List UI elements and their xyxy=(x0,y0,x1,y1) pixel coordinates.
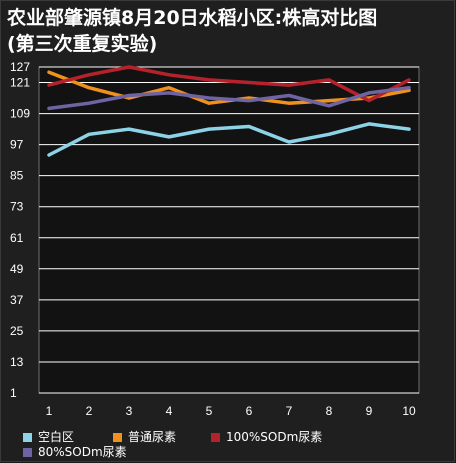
y-tick-label-49: 49 xyxy=(10,262,24,276)
legend-item-4: 80%SODm尿素 xyxy=(23,445,127,459)
legend-item-1: 空白区 xyxy=(23,430,74,444)
plot-area xyxy=(38,66,420,394)
legend-swatch-1 xyxy=(23,433,32,442)
legend: 空白区 普通尿素 100%SODm尿素 80%SODm尿素 xyxy=(23,429,443,463)
y-tick-label-73: 73 xyxy=(10,200,24,214)
y-tick-label-121: 121 xyxy=(10,76,30,90)
legend-item-3: 100%SODm尿素 xyxy=(211,430,322,444)
x-axis-ticks: 1 2 3 4 5 6 7 8 9 10 xyxy=(46,404,416,418)
x-tick-label-5: 5 xyxy=(206,404,213,418)
x-tick-label-1: 1 xyxy=(46,404,53,418)
legend-label-2: 普通尿素 xyxy=(128,430,177,444)
y-tick-label-61: 61 xyxy=(10,231,24,245)
series-line-4 xyxy=(47,85,411,111)
legend-item-2: 普通尿素 xyxy=(113,430,176,444)
x-tick-label-8: 8 xyxy=(326,404,333,418)
legend-label-3: 100%SODm尿素 xyxy=(226,430,323,444)
y-tick-label-109: 109 xyxy=(10,107,30,121)
legend-swatch-3 xyxy=(211,433,220,442)
legend-label-4: 80%SODm尿素 xyxy=(38,445,127,459)
y-tick-label-127: 127 xyxy=(10,60,30,74)
line-chart: 1 13 25 37 49 61 73 85 97 109 121 127 1 2 3 4 5 6 7 8 9 10 xyxy=(10,60,420,418)
x-tick-label-10: 10 xyxy=(402,404,416,418)
y-tick-label-25: 25 xyxy=(10,324,24,338)
x-tick-label-4: 4 xyxy=(166,404,173,418)
x-tick-label-3: 3 xyxy=(126,404,133,418)
x-tick-label-7: 7 xyxy=(286,404,293,418)
y-axis-ticks: 1 13 25 37 49 61 73 85 97 109 121 127 xyxy=(10,60,30,400)
x-tick-label-9: 9 xyxy=(366,404,373,418)
legend-swatch-4 xyxy=(23,448,32,457)
x-tick-label-2: 2 xyxy=(86,404,93,418)
chart-title: 农业部肇源镇8月20日水稻小区:株高对比图 (第三次重复实验) xyxy=(7,7,378,55)
y-tick-label-85: 85 xyxy=(10,169,24,183)
x-tick-label-6: 6 xyxy=(246,404,253,418)
y-tick-label-37: 37 xyxy=(10,293,24,307)
y-tick-label-97: 97 xyxy=(10,138,24,152)
series-line-3 xyxy=(47,65,411,103)
y-tick-label-1: 1 xyxy=(10,386,17,400)
series-line-1 xyxy=(47,122,411,157)
series-lines xyxy=(47,65,411,157)
y-tick-label-13: 13 xyxy=(10,355,24,369)
legend-swatch-2 xyxy=(113,433,122,442)
legend-label-1: 空白区 xyxy=(38,430,75,444)
